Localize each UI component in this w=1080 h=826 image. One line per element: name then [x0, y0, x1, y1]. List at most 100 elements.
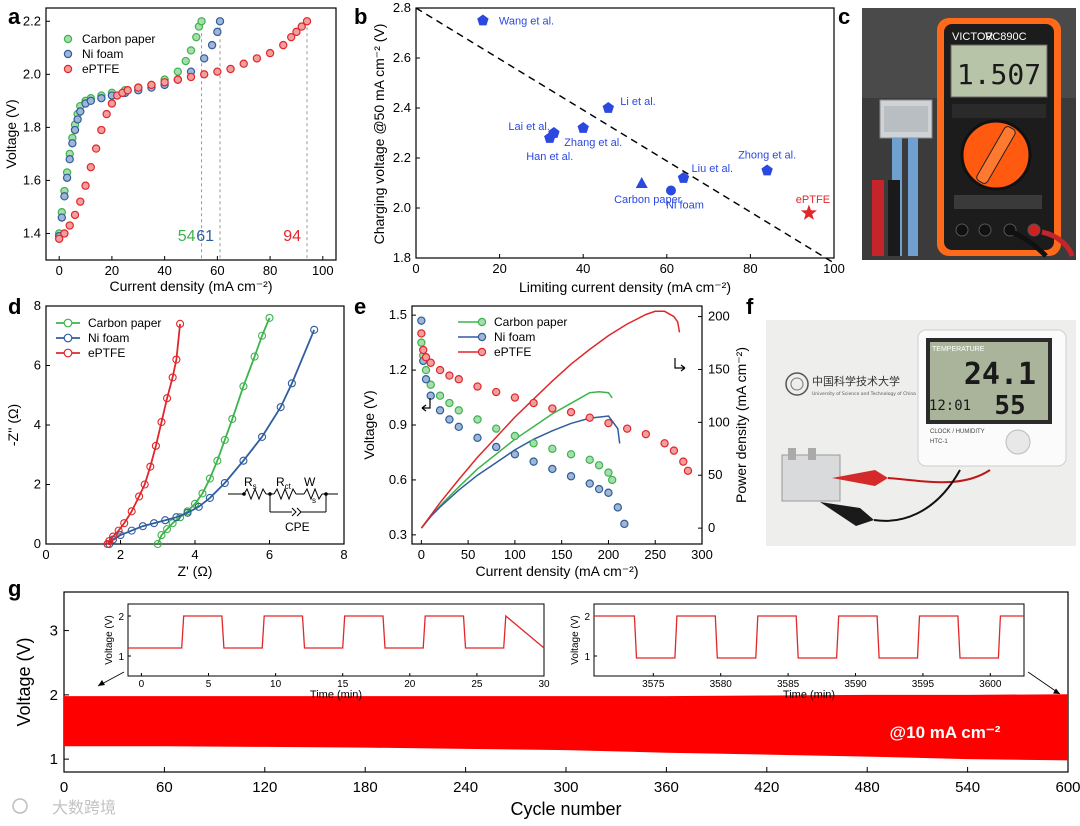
panel-e-legend-marker — [477, 317, 487, 327]
panel-a-legend-label: Carbon paper — [82, 32, 155, 46]
panel-a-legend-marker — [63, 34, 73, 44]
panel-e-voltage-point — [473, 415, 482, 424]
panel-a-point — [70, 210, 80, 220]
panel-e-voltage-point — [454, 422, 463, 432]
hygrometer-photo: 中国科学技术大学 University of Science and Techn… — [766, 320, 1076, 546]
panel-d-ylabel: -Z'' (Ω) — [5, 404, 21, 446]
watermark-icon — [12, 798, 28, 814]
panel-e-voltage-point — [622, 424, 632, 433]
panel-b-ylabel: Charging voltage @50 mA cm⁻² (V) — [371, 24, 387, 245]
panel-e-voltage-point — [454, 406, 463, 415]
panel-b-xtick-label: 20 — [492, 261, 506, 276]
panel-d-point — [239, 456, 248, 465]
panel-e-voltage-point — [417, 338, 426, 347]
watermark: 大数跨境 — [12, 798, 116, 817]
panel-b-point-label: Han et al. — [526, 151, 573, 163]
panel-d-point — [135, 492, 144, 501]
panel-b-point-label: Zhang et al. — [564, 137, 622, 149]
panel-a-point — [302, 17, 312, 26]
panel-d-point — [176, 319, 185, 328]
panel-d-point — [198, 489, 207, 498]
panel-g-xtick-label: 0 — [60, 779, 68, 796]
panel-d-ytick-label: 2 — [34, 477, 41, 492]
panel-e-legend-marker — [477, 347, 487, 357]
panel-g-cycling-band — [64, 694, 1068, 761]
panel-e-xtick-label: 100 — [504, 547, 526, 562]
panel-e-ylabel-right: Power density (mA cm⁻²) — [733, 347, 749, 503]
multimeter-display — [950, 44, 1048, 98]
panel-g-xtick-label: 480 — [855, 779, 880, 796]
panel-e-voltage-point — [491, 442, 501, 452]
panel-a-ytick-label: 1.6 — [23, 172, 41, 187]
panel-e-voltage-point — [426, 380, 435, 389]
panel-d-point — [257, 432, 267, 441]
panel-d-point — [127, 507, 136, 516]
panel-d-point — [168, 519, 177, 528]
panel-e-chart: 0 50 100 150 200 250 300 0.3 0.6 0.9 1.2 1.5 0 50 100 1… — [361, 305, 749, 579]
label-cpe: CPE — [285, 520, 310, 534]
inset-2-pointer — [1027, 671, 1061, 695]
panel-e-voltage-point — [473, 382, 482, 391]
panel-g-xtick-label: 180 — [353, 779, 378, 796]
inset-xtick-label: 5 — [206, 679, 212, 690]
panel-a-xtick-label: 0 — [56, 263, 63, 278]
panel-e-ytick-label: 0.3 — [389, 527, 407, 542]
battery-cell — [781, 454, 841, 502]
panel-e-legend-label: Ni foam — [494, 330, 535, 344]
panel-e-voltage-point — [529, 457, 538, 466]
panel-e-voltage-point — [620, 519, 629, 529]
panel-e-voltage-point — [566, 472, 576, 481]
panel-e-voltage-point — [421, 365, 431, 375]
panel-a-point — [186, 72, 196, 82]
panel-a-point — [186, 46, 196, 55]
panel-label-g: g — [8, 576, 21, 601]
panel-d-point — [120, 519, 129, 528]
panel-e-xlabel: Current density (mA cm⁻²) — [476, 563, 639, 579]
panel-d-xtick-label: 6 — [266, 547, 273, 562]
panel-a-legend-label: Ni foam — [82, 47, 123, 61]
panel-a-limit-label: 54 — [178, 228, 196, 245]
panel-a-legend-label: ePTFE — [82, 62, 119, 76]
inset-ylabel: Voltage (V) — [104, 615, 115, 664]
panel-b-ytick-label: 2.4 — [393, 100, 411, 115]
panel-e-legend-marker — [477, 332, 487, 342]
panel-d-point — [157, 417, 166, 427]
left-axis-arrow — [421, 398, 431, 412]
panel-e-voltage-point — [445, 415, 454, 424]
panel-e-voltage-point — [585, 455, 594, 464]
inset-ytick-label: 1 — [118, 652, 124, 663]
panel-e-xtick-label: 200 — [598, 547, 620, 562]
cpe-element — [291, 507, 297, 517]
panel-a-frame — [45, 7, 337, 261]
inset-xlabel: Time (min) — [310, 689, 362, 701]
panel-e-ytick-right-label: 150 — [708, 361, 730, 376]
equivalent-circuit: Rs Rct W s CPE — [228, 475, 338, 534]
panel-e-power-curve — [420, 310, 681, 529]
inset-1: 0 5 10 15 20 25 30 1 2 Time (min) Voltage (V) — [104, 603, 550, 701]
panel-a-ytick-label: 2.0 — [23, 66, 41, 81]
panel-e-voltage-point — [421, 375, 431, 384]
panel-a-ylabel: Voltage (V) — [3, 99, 19, 168]
panel-e-voltage-point — [445, 371, 454, 380]
panel-e-voltage-point — [454, 375, 463, 384]
panel-b-point-label: Carbon paper — [614, 194, 682, 206]
panel-a-point — [199, 70, 209, 79]
panel-d-ytick-label: 4 — [34, 417, 41, 432]
panel-d-ytick-label: 8 — [34, 298, 41, 313]
panel-d-xtick-label: 8 — [340, 547, 347, 562]
panel-a-point — [213, 67, 222, 76]
panel-a-point — [199, 54, 209, 63]
panel-a-point — [279, 40, 288, 50]
panel-a-xtick-label: 20 — [105, 263, 119, 278]
panel-g-xtick-label: 360 — [654, 779, 679, 796]
panel-e-voltage-point — [613, 503, 623, 512]
panel-g-xtick-label: 60 — [156, 779, 173, 796]
panel-e-voltage-point — [529, 398, 538, 408]
panel-d-xtick-label: 0 — [42, 547, 49, 562]
panel-a-point — [102, 109, 111, 119]
panel-b-marker — [602, 102, 614, 113]
panel-b-point-label: Li et al. — [620, 96, 655, 108]
panel-g-ytick-label: 2 — [50, 687, 58, 704]
